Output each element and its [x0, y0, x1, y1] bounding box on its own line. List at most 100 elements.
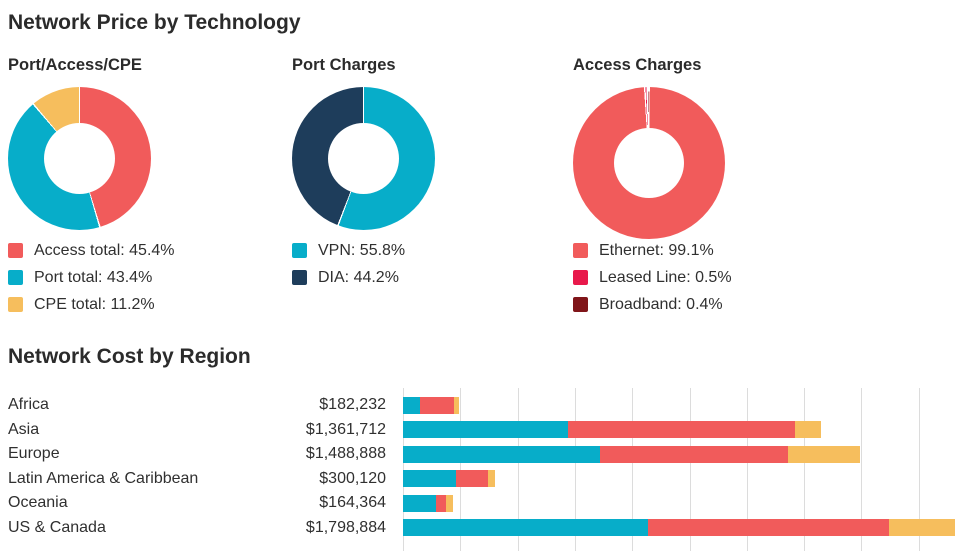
- access-charges-donut-chart[interactable]: [573, 87, 725, 239]
- legend-item[interactable]: Ethernet: 99.1%: [573, 237, 963, 264]
- legend-item[interactable]: Leased Line: 0.5%: [573, 264, 963, 291]
- legend-label: DIA: 44.2%: [318, 268, 399, 286]
- legend-item[interactable]: Port total: 43.4%: [8, 264, 292, 291]
- donut-hole: [44, 123, 115, 194]
- bar-track: [403, 470, 496, 488]
- region-value: $1,488,888: [305, 445, 386, 463]
- region-value: $182,232: [319, 396, 386, 414]
- legend-label: Leased Line: 0.5%: [599, 268, 732, 286]
- bar-segment-access[interactable]: [455, 470, 488, 488]
- legend-swatch: [8, 297, 23, 312]
- bar-segment-cpe[interactable]: [787, 445, 860, 463]
- bar-segment-port[interactable]: [403, 519, 649, 537]
- gridlines: [403, 388, 963, 551]
- dashboard: Network Price by Technology Port/Access/…: [8, 11, 963, 551]
- bar-row: Africa $182,232: [8, 393, 963, 418]
- gridline: [460, 388, 462, 551]
- panel-access-charges: Access Charges Ethernet: 99.1% Leased Lin…: [573, 55, 963, 318]
- region-value: $1,361,712: [305, 420, 386, 438]
- legend-swatch: [573, 270, 588, 285]
- region-label: Latin America & Caribbean: [8, 469, 199, 487]
- bar-segment-access[interactable]: [436, 494, 447, 512]
- bar-track: [403, 396, 459, 414]
- bar-segment-cpe[interactable]: [446, 494, 454, 512]
- legend-swatch: [573, 243, 588, 258]
- legend-swatch: [8, 270, 23, 285]
- bar-row: Oceania $164,364: [8, 491, 963, 516]
- port-access-cpe-donut-chart[interactable]: [8, 87, 151, 230]
- legend-label: Port total: 43.4%: [34, 268, 153, 286]
- port-charges-donut-chart[interactable]: [292, 87, 435, 230]
- gridline: [517, 388, 519, 551]
- bar-row: Latin America & Caribbean $300,120: [8, 467, 963, 492]
- bar-segment-access[interactable]: [600, 445, 788, 463]
- region-label: Asia: [8, 420, 40, 438]
- legend-swatch: [573, 297, 588, 312]
- panel-port-access-cpe: Port/Access/CPE Access total: 45.4% Port …: [8, 55, 292, 318]
- cost-section-title: Network Cost by Region: [8, 345, 251, 368]
- legend-item[interactable]: Access total: 45.4%: [8, 237, 292, 264]
- region-value: $300,120: [319, 469, 386, 487]
- legend-port-charges: VPN: 55.8% DIA: 44.2%: [292, 237, 573, 291]
- region-label: Africa: [8, 396, 49, 414]
- legend-label: Ethernet: 99.1%: [599, 241, 714, 259]
- region-value: $1,798,884: [305, 518, 386, 536]
- bar-segment-cpe[interactable]: [454, 396, 459, 414]
- bar-track: [403, 519, 955, 537]
- bar-segment-access[interactable]: [568, 421, 795, 439]
- bar-segment-port[interactable]: [403, 421, 569, 439]
- region-value: $164,364: [319, 494, 386, 512]
- donut-box: [573, 87, 963, 239]
- donut-title-access-charges: Access Charges: [573, 56, 702, 74]
- bar-segment-access[interactable]: [420, 396, 455, 414]
- bar-segment-access[interactable]: [648, 519, 890, 537]
- donut-panels: Port/Access/CPE Access total: 45.4% Port …: [8, 55, 963, 318]
- bar-track: [403, 494, 454, 512]
- legend-item[interactable]: CPE total: 11.2%: [8, 291, 292, 318]
- region-cost-bar-chart: Africa $182,232 Asia $1,361,712 Europe $1,488…: [8, 388, 963, 551]
- donut-box: [292, 87, 573, 237]
- donut-hole: [614, 128, 684, 198]
- legend-swatch: [292, 270, 307, 285]
- region-label: US & Canada: [8, 518, 106, 536]
- legend-item[interactable]: Broadband: 0.4%: [573, 291, 963, 318]
- bar-segment-cpe[interactable]: [889, 519, 955, 537]
- legend-item[interactable]: VPN: 55.8%: [292, 237, 573, 264]
- legend-label: Access total: 45.4%: [34, 241, 175, 259]
- legend-label: Broadband: 0.4%: [599, 295, 723, 313]
- gridline: [689, 388, 691, 551]
- bar-segment-port[interactable]: [403, 445, 600, 463]
- legend-label: VPN: 55.8%: [318, 241, 406, 259]
- donut-box: [8, 87, 292, 237]
- legend-label: CPE total: 11.2%: [34, 295, 155, 313]
- donut-title-port-access-cpe: Port/Access/CPE: [8, 56, 142, 74]
- bar-row: US & Canada $1,798,884: [8, 516, 963, 541]
- bar-segment-port[interactable]: [403, 396, 421, 414]
- gridline: [574, 388, 576, 551]
- bar-track: [403, 421, 821, 439]
- donut-title-port-charges: Port Charges: [292, 56, 396, 74]
- gridline: [861, 388, 863, 551]
- bar-segment-cpe[interactable]: [794, 421, 821, 439]
- bar-track: [403, 445, 860, 463]
- legend-swatch: [8, 243, 23, 258]
- panel-port-charges: Port Charges VPN: 55.8% DIA: 44.2%: [292, 55, 573, 318]
- bar-segment-port[interactable]: [403, 470, 456, 488]
- bar-segment-port[interactable]: [403, 494, 437, 512]
- gridline: [403, 388, 404, 551]
- gridline: [804, 388, 806, 551]
- gridline: [918, 388, 920, 551]
- price-section-title: Network Price by Technology: [8, 11, 301, 34]
- bar-row: Asia $1,361,712: [8, 418, 963, 443]
- region-label: Europe: [8, 445, 60, 463]
- legend-swatch: [292, 243, 307, 258]
- legend-port-access-cpe: Access total: 45.4% Port total: 43.4% CPE …: [8, 237, 292, 318]
- legend-access-charges: Ethernet: 99.1% Leased Line: 0.5% Broadban…: [573, 237, 963, 318]
- region-label: Oceania: [8, 494, 68, 512]
- gridline: [632, 388, 634, 551]
- bar-segment-cpe[interactable]: [487, 470, 496, 488]
- gridline: [746, 388, 748, 551]
- bar-row: Europe $1,488,888: [8, 442, 963, 467]
- region-rows: Africa $182,232 Asia $1,361,712 Europe $1,488…: [8, 393, 963, 540]
- legend-item[interactable]: DIA: 44.2%: [292, 264, 573, 291]
